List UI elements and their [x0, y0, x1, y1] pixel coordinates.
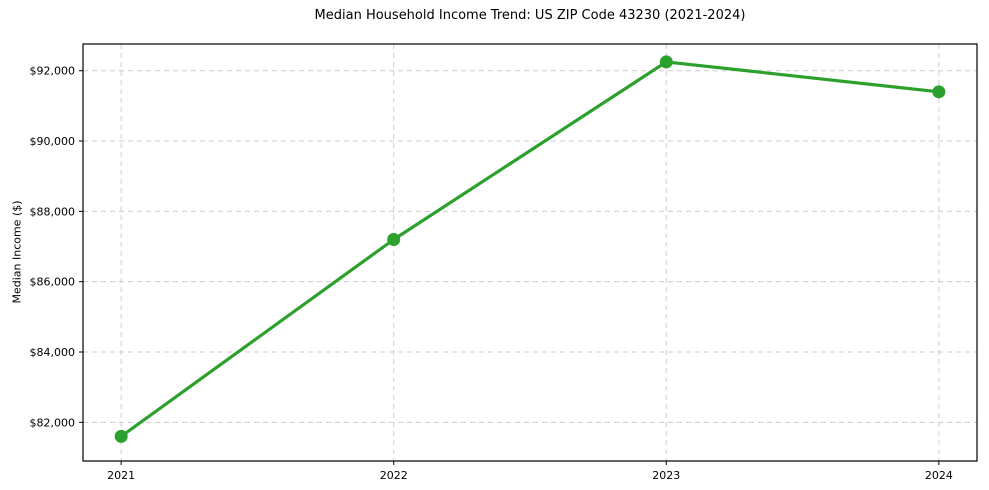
plot-border-spines	[82, 43, 978, 462]
data-point-marker	[659, 55, 673, 69]
x-tick-label: 2024	[925, 469, 953, 482]
data-point-marker	[387, 232, 401, 246]
y-tick-label: $90,000	[30, 135, 76, 148]
y-tick-label: $82,000	[30, 416, 76, 429]
data-point-marker	[932, 85, 946, 99]
income-trend-line	[119, 60, 941, 438]
x-tick-label: 2021	[107, 469, 135, 482]
y-tick-label: $84,000	[30, 346, 76, 359]
data-point-marker	[114, 429, 128, 443]
chart-title: Median Household Income Trend: US ZIP Co…	[314, 8, 746, 23]
y-tick-label: $86,000	[30, 276, 76, 289]
x-tick-label: 2022	[380, 469, 408, 482]
x-tick-label: 2023	[652, 469, 680, 482]
y-tick-label: $92,000	[30, 65, 76, 78]
y-tick-label: $88,000	[30, 205, 76, 218]
